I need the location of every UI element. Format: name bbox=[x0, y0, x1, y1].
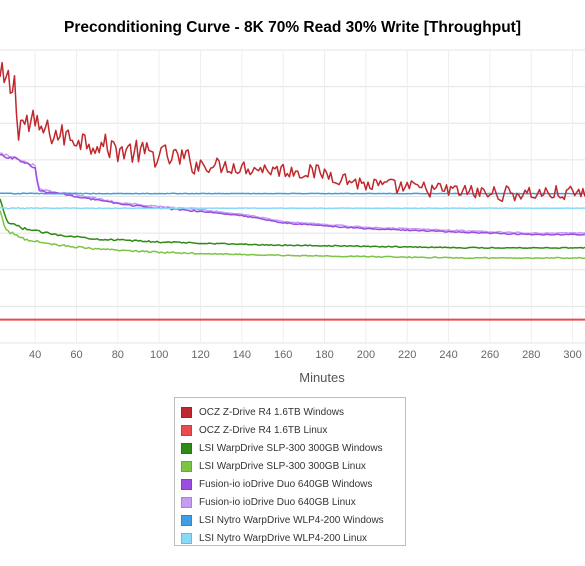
x-tick-label: 160 bbox=[274, 349, 292, 361]
legend-swatch bbox=[181, 497, 192, 509]
chart-title: Preconditioning Curve - 8K 70% Read 30% … bbox=[63, 19, 521, 36]
legend-swatch bbox=[181, 460, 192, 472]
legend-label: LSI Nytro WarpDrive WLP4-200 Linux bbox=[199, 533, 368, 545]
legend-item: LSI Nytro WarpDrive WLP4-200 Linux bbox=[175, 530, 405, 548]
legend-item: Fusion-io ioDrive Duo 640GB Windows bbox=[175, 475, 405, 493]
x-tick-label: 60 bbox=[70, 349, 82, 361]
legend-label: Fusion-io ioDrive Duo 640GB Windows bbox=[199, 478, 373, 490]
legend-swatch bbox=[181, 478, 192, 490]
grid-lines bbox=[0, 49, 585, 344]
legend-item: LSI Nytro WarpDrive WLP4-200 Windows bbox=[175, 512, 405, 530]
legend-item: Fusion-io ioDrive Duo 640GB Linux bbox=[175, 493, 405, 511]
x-tick-label: 100 bbox=[150, 349, 168, 361]
x-axis-title: Minutes bbox=[299, 370, 345, 385]
series-line bbox=[0, 192, 585, 195]
x-tick-label: 140 bbox=[233, 349, 251, 361]
legend-swatch bbox=[181, 424, 192, 436]
legend: OCZ Z-Drive R4 1.6TB Windows OCZ Z-Drive … bbox=[174, 397, 406, 546]
series-line bbox=[0, 198, 585, 250]
legend-label: LSI WarpDrive SLP-300 300GB Windows bbox=[199, 442, 383, 454]
legend-label: LSI Nytro WarpDrive WLP4-200 Windows bbox=[199, 515, 384, 527]
legend-label: OCZ Z-Drive R4 1.6TB Linux bbox=[199, 424, 328, 436]
legend-swatch bbox=[181, 406, 192, 418]
x-tick-label: 120 bbox=[191, 349, 209, 361]
series-line bbox=[0, 153, 585, 236]
x-tick-label: 300 bbox=[563, 349, 581, 361]
x-tick-label: 80 bbox=[112, 349, 124, 361]
x-tick-label: 220 bbox=[398, 349, 416, 361]
legend-label: OCZ Z-Drive R4 1.6TB Windows bbox=[199, 406, 345, 418]
legend-item: LSI WarpDrive SLP-300 300GB Linux bbox=[175, 457, 405, 475]
x-tick-label: 260 bbox=[481, 349, 499, 361]
legend-item: OCZ Z-Drive R4 1.6TB Linux bbox=[175, 421, 405, 439]
legend-label: Fusion-io ioDrive Duo 640GB Linux bbox=[199, 497, 356, 509]
legend-swatch bbox=[181, 442, 192, 454]
legend-label: LSI WarpDrive SLP-300 300GB Linux bbox=[199, 460, 366, 472]
series-lines bbox=[0, 61, 585, 321]
x-tick-label: 240 bbox=[439, 349, 457, 361]
x-tick-label: 280 bbox=[522, 349, 540, 361]
series-line bbox=[0, 210, 585, 260]
series-line bbox=[0, 61, 585, 203]
legend-swatch bbox=[181, 533, 192, 545]
legend-item: LSI WarpDrive SLP-300 300GB Windows bbox=[175, 439, 405, 457]
x-tick-label: 40 bbox=[29, 349, 41, 361]
x-axis-ticks: 40 60 80 100 120 140 160 180 200 220 240 260 280 300 bbox=[29, 349, 582, 361]
legend-swatch bbox=[181, 515, 192, 527]
x-tick-label: 200 bbox=[357, 349, 375, 361]
line-chart: 40 60 80 100 120 140 160 180 200 220 240 260 280 300 … bbox=[0, 49, 585, 385]
legend-item: OCZ Z-Drive R4 1.6TB Windows bbox=[175, 403, 405, 421]
x-tick-label: 180 bbox=[315, 349, 333, 361]
series-line bbox=[0, 206, 585, 210]
